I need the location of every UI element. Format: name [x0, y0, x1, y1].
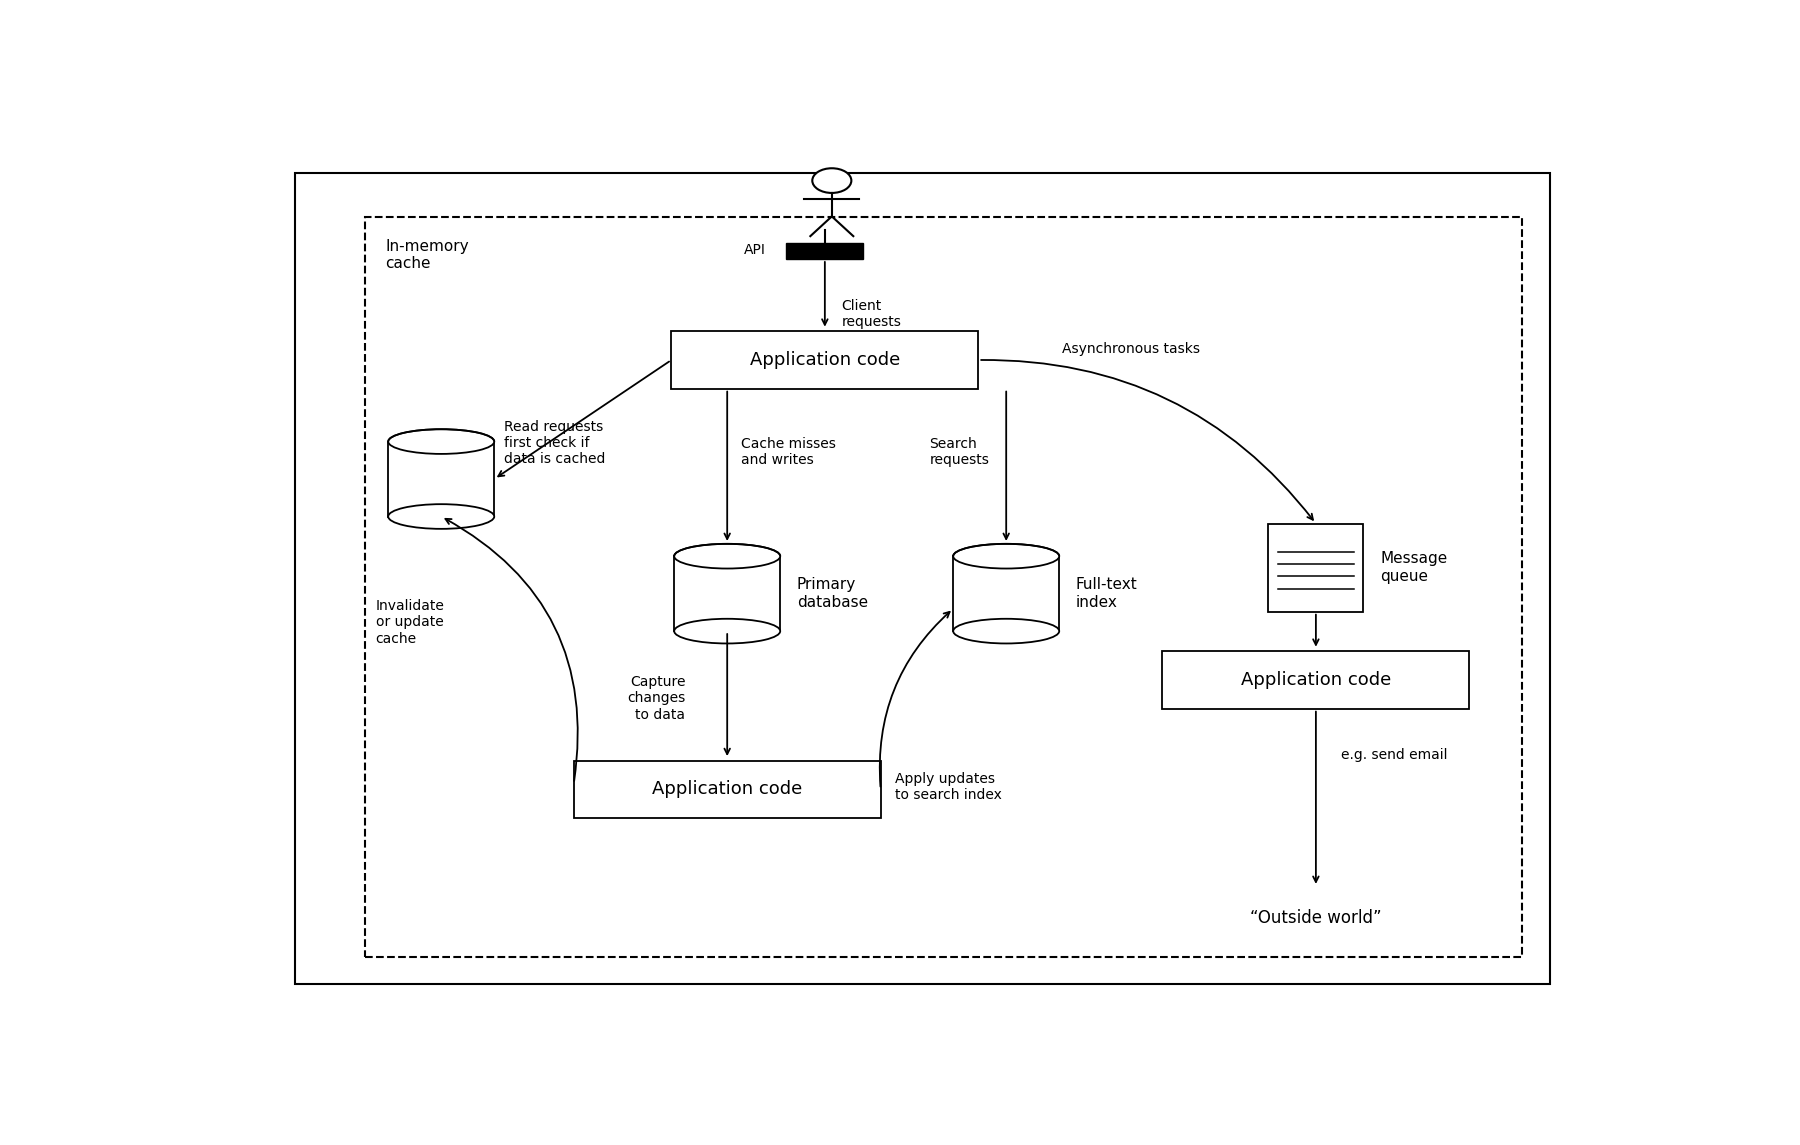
Text: e.g. send email: e.g. send email — [1341, 748, 1447, 761]
Text: Message
queue: Message queue — [1381, 552, 1447, 584]
Ellipse shape — [675, 618, 779, 643]
Bar — [787, 243, 862, 259]
Ellipse shape — [389, 429, 495, 453]
Text: API: API — [745, 243, 767, 258]
Bar — [364, 216, 1523, 957]
Ellipse shape — [954, 544, 1058, 569]
Bar — [1269, 523, 1363, 611]
Ellipse shape — [954, 618, 1058, 643]
Text: Client
requests: Client requests — [842, 299, 902, 329]
Text: Invalidate
or update
cache: Invalidate or update cache — [376, 599, 445, 646]
Text: Read requests
first check if
data is cached: Read requests first check if data is cac… — [504, 419, 605, 466]
Text: “Outside world”: “Outside world” — [1249, 909, 1382, 926]
Text: In-memory
cache: In-memory cache — [385, 239, 470, 271]
Ellipse shape — [675, 544, 779, 569]
Bar — [954, 556, 1058, 631]
Bar — [671, 331, 979, 388]
Bar — [675, 556, 779, 631]
Text: Full-text
index: Full-text index — [1076, 577, 1138, 610]
Ellipse shape — [389, 504, 495, 529]
Text: Cache misses
and writes: Cache misses and writes — [742, 437, 835, 467]
Text: Asynchronous tasks: Asynchronous tasks — [1062, 342, 1201, 356]
Text: Application code: Application code — [1240, 671, 1391, 689]
Circle shape — [812, 168, 851, 194]
Text: Application code: Application code — [652, 781, 803, 798]
Text: Primary
database: Primary database — [797, 577, 868, 610]
Text: Search
requests: Search requests — [929, 437, 990, 467]
Text: Apply updates
to search index: Apply updates to search index — [895, 772, 1001, 803]
Text: Capture
changes
to data: Capture changes to data — [626, 676, 686, 721]
Bar — [1163, 652, 1469, 709]
Bar — [574, 760, 880, 818]
Text: Application code: Application code — [751, 352, 900, 369]
Bar — [389, 442, 495, 516]
